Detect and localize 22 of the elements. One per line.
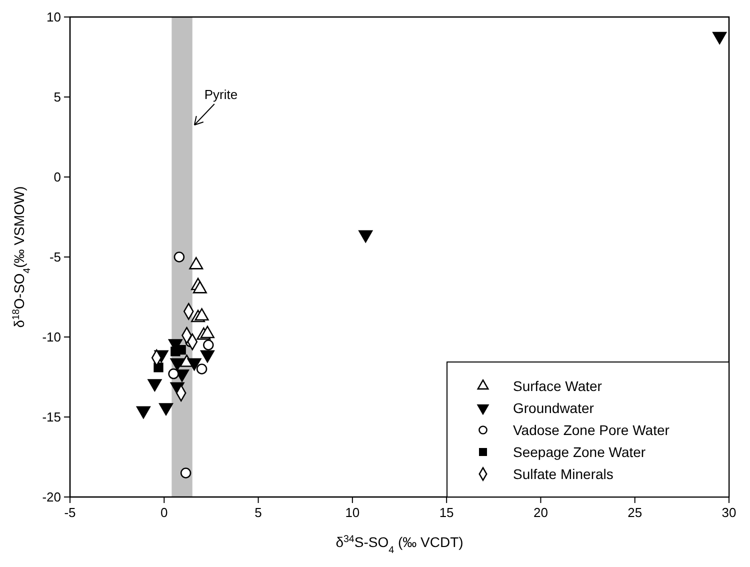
legend-label: Seepage Zone Water xyxy=(513,444,646,460)
legend-label: Vadose Zone Pore Water xyxy=(513,422,670,438)
x-tick-label: -5 xyxy=(64,505,76,520)
y-tick-label: -20 xyxy=(42,490,61,504)
x-tick-label: 0 xyxy=(160,505,168,520)
y-tick-label: 5 xyxy=(54,90,61,104)
y-tick-label: -15 xyxy=(42,410,61,424)
x-tick-label: 25 xyxy=(628,505,642,520)
x-tick-label: 10 xyxy=(345,505,360,520)
y-tick-label: -5 xyxy=(49,250,61,264)
x-tick-label: 5 xyxy=(254,505,262,520)
x-tick-label: 30 xyxy=(722,505,736,520)
y-tick-label: -10 xyxy=(42,330,61,344)
y-tick-label: 0 xyxy=(54,170,61,184)
x-tick-label: 20 xyxy=(533,505,548,520)
legend-label: Sulfate Minerals xyxy=(513,466,614,482)
x-axis-title: δ$^{34}$S-SO$_{4}$ (‰ VCDT) xyxy=(336,534,464,556)
x-tick-label: 15 xyxy=(439,505,454,520)
y-tick-label: 10 xyxy=(46,10,61,24)
legend-label: Surface Water xyxy=(513,378,602,394)
legend-label: Groundwater xyxy=(513,400,594,416)
band-label: Pyrite xyxy=(204,87,238,102)
